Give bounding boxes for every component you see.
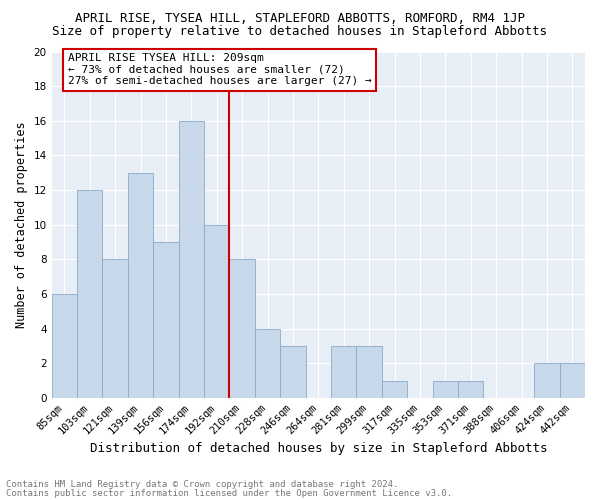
Bar	[458, 380, 484, 398]
Text: Contains HM Land Registry data © Crown copyright and database right 2024.: Contains HM Land Registry data © Crown c…	[6, 480, 398, 489]
Text: APRIL RISE TYSEA HILL: 209sqm
← 73% of detached houses are smaller (72)
27% of s: APRIL RISE TYSEA HILL: 209sqm ← 73% of d…	[68, 53, 371, 86]
Text: APRIL RISE, TYSEA HILL, STAPLEFORD ABBOTTS, ROMFORD, RM4 1JP: APRIL RISE, TYSEA HILL, STAPLEFORD ABBOT…	[75, 12, 525, 26]
Text: Size of property relative to detached houses in Stapleford Abbotts: Size of property relative to detached ho…	[53, 25, 548, 38]
Bar	[280, 346, 305, 398]
Bar	[560, 364, 585, 398]
Bar	[179, 121, 204, 398]
Bar	[128, 173, 153, 398]
Bar	[103, 260, 128, 398]
Bar	[382, 380, 407, 398]
Bar	[77, 190, 103, 398]
Bar	[204, 224, 229, 398]
Y-axis label: Number of detached properties: Number of detached properties	[15, 122, 28, 328]
Bar	[255, 328, 280, 398]
Bar	[356, 346, 382, 398]
X-axis label: Distribution of detached houses by size in Stapleford Abbotts: Distribution of detached houses by size …	[89, 442, 547, 455]
Bar	[52, 294, 77, 398]
Bar	[534, 364, 560, 398]
Bar	[229, 260, 255, 398]
Text: Contains public sector information licensed under the Open Government Licence v3: Contains public sector information licen…	[6, 489, 452, 498]
Bar	[433, 380, 458, 398]
Bar	[153, 242, 179, 398]
Bar	[331, 346, 356, 398]
